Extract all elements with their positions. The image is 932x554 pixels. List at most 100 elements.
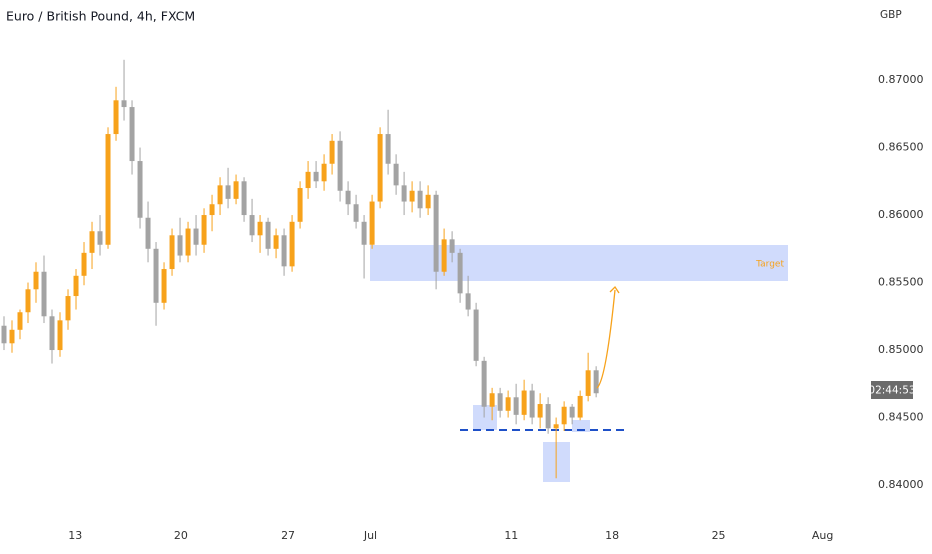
candle-body (113, 100, 119, 135)
candle-body (401, 185, 407, 202)
x-tick-label: 20 (174, 529, 188, 542)
candle-body (257, 221, 263, 236)
candle-body (345, 190, 351, 205)
candle-body (449, 239, 455, 253)
candle-body (313, 171, 319, 182)
candle-body (97, 231, 103, 245)
candle-body (569, 406, 575, 418)
target-zone (370, 245, 788, 281)
candle-body (489, 393, 495, 407)
candle-body (513, 397, 519, 415)
x-tick-label: Aug (812, 529, 833, 542)
candle-body (177, 235, 183, 256)
candle-body (505, 397, 511, 411)
candle-body (137, 161, 143, 218)
candle-body (329, 140, 335, 164)
candle-body (41, 271, 47, 317)
y-tick-label: 0.84500 (878, 411, 924, 424)
candle-body (465, 293, 471, 310)
candle-body (161, 269, 167, 303)
candle-body (201, 215, 207, 245)
candle-body (65, 296, 71, 321)
candle-body (473, 309, 479, 361)
candle-body (537, 404, 543, 418)
candle-body (281, 235, 287, 267)
candle-body (321, 163, 327, 182)
countdown-box (871, 381, 913, 399)
candle-body (129, 107, 135, 162)
y-tick-label: 0.87000 (878, 73, 924, 86)
y-tick-label: 0.86500 (878, 141, 924, 154)
candle-body (577, 395, 583, 418)
target-label: Target (755, 260, 784, 270)
candle-body (241, 181, 247, 216)
candle-body (297, 188, 303, 222)
y-tick-label: 0.85500 (878, 276, 924, 289)
x-tick-label: 11 (504, 529, 518, 542)
candle-body (361, 221, 367, 245)
candle-body (209, 204, 215, 216)
candle-body (145, 217, 151, 249)
candle-body (121, 100, 127, 108)
countdown: 02:44:53 (868, 385, 915, 397)
candle-body (33, 271, 39, 290)
support-zone (473, 405, 497, 430)
candle-body (9, 329, 15, 344)
x-tick-label: 25 (712, 529, 726, 542)
x-tick-label: 13 (68, 529, 82, 542)
candle-body (233, 181, 239, 199)
candle-body (273, 235, 279, 249)
candle-body (1, 325, 7, 344)
candle-body (169, 235, 175, 270)
x-tick-label: 18 (605, 529, 619, 542)
candle-body (497, 393, 503, 411)
candle-body (385, 134, 391, 164)
y-tick-label: 0.84000 (878, 478, 924, 491)
candle-body (521, 390, 527, 415)
y-tick-label: 0.86000 (878, 208, 924, 221)
y-tick-label: 0.85000 (878, 343, 924, 356)
candle-body (89, 231, 95, 253)
candle-body (73, 275, 79, 297)
candle-body (585, 370, 591, 396)
candle-body (225, 185, 231, 199)
candle-body (25, 289, 31, 313)
chart-title: Euro / British Pound, 4h, FXCM (6, 9, 195, 24)
x-tick-label: Jul (363, 529, 377, 542)
candle-body (425, 194, 431, 209)
candle-body (457, 252, 463, 294)
candle-body (249, 215, 255, 236)
candle-body (441, 239, 447, 272)
candle-body (305, 171, 311, 189)
candle-body (529, 390, 535, 418)
candle-body (417, 190, 423, 209)
candle-body (377, 134, 383, 202)
candle-body (545, 404, 551, 429)
candle-body (81, 252, 87, 276)
candle-body (481, 360, 487, 407)
candle-body (553, 424, 559, 429)
candle-body (433, 194, 439, 272)
projection-arrow (596, 289, 616, 389)
candle-body (353, 204, 359, 222)
candle-body (393, 163, 399, 186)
candle-body (17, 312, 23, 330)
currency-label: GBP (880, 9, 902, 21)
candle-body (49, 316, 55, 351)
arrow-head (609, 285, 620, 294)
retest-zone (572, 420, 590, 432)
candle-body (337, 140, 343, 191)
candle-body (593, 370, 599, 394)
candle-body (561, 406, 567, 425)
candle-body (369, 201, 375, 245)
candle-body (409, 190, 415, 202)
candle-body (185, 228, 191, 256)
candle-body (57, 320, 63, 351)
candle-body (105, 134, 111, 245)
candle-body (265, 221, 271, 249)
candle-body (193, 228, 199, 245)
candle-body (153, 248, 159, 303)
axes: 0.84000 0.84500 0.85000 0.85500 0.86000 0.865… (68, 73, 923, 542)
